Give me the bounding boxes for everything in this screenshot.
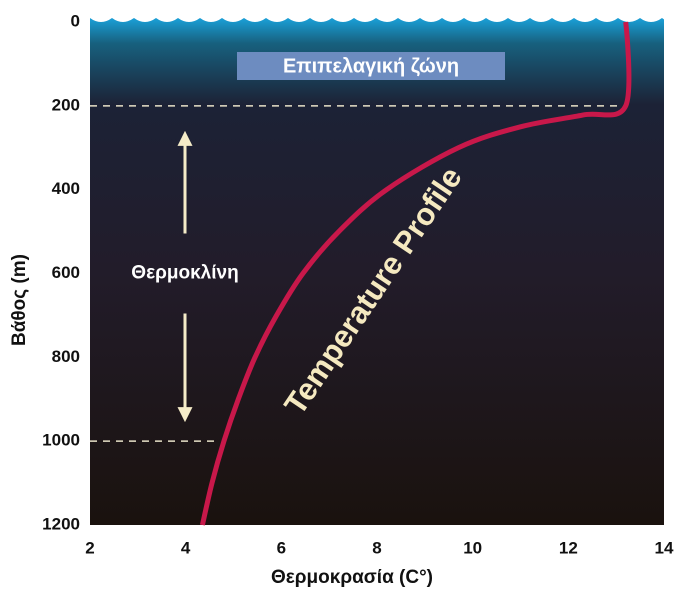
y-tick-label: 1200 bbox=[42, 514, 80, 533]
y-axis-label: Βάθος (m) bbox=[9, 254, 30, 346]
y-tick-label: 600 bbox=[52, 263, 80, 282]
y-tick-label: 200 bbox=[52, 95, 80, 114]
wave-surface bbox=[90, 0, 668, 22]
zone-label: Επιπελαγική ζώνη bbox=[283, 55, 459, 77]
x-axis-label: Θερμοκρασία (C°) bbox=[271, 567, 433, 588]
chart: Βάθος (m) Θερμοκρασία (C°) 0 200 400 600 800… bbox=[0, 0, 681, 592]
x-tick-label: 4 bbox=[181, 538, 191, 557]
y-tick-label: 1000 bbox=[42, 431, 80, 450]
thermocline-label: Θερμοκλίνη bbox=[131, 263, 238, 284]
x-tick-label: 8 bbox=[372, 538, 381, 557]
y-tick-label: 0 bbox=[71, 11, 80, 30]
y-tick-label: 400 bbox=[52, 179, 80, 198]
x-tick-label: 2 bbox=[85, 538, 94, 557]
x-tick-label: 12 bbox=[559, 538, 578, 557]
y-tick-label: 800 bbox=[52, 347, 80, 366]
x-tick-label: 6 bbox=[277, 538, 286, 557]
x-tick-label: 10 bbox=[463, 538, 482, 557]
x-tick-label: 14 bbox=[655, 538, 674, 557]
